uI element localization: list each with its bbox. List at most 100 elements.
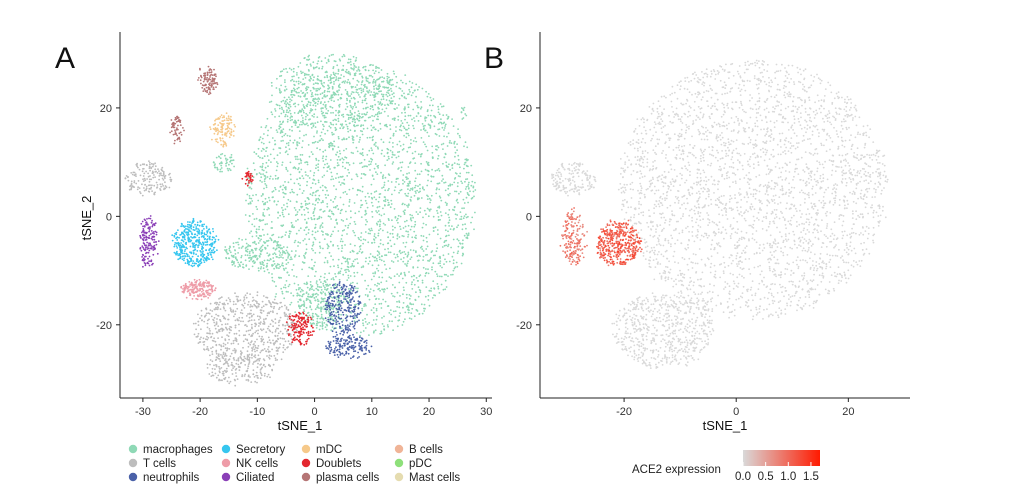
data-point <box>149 175 151 177</box>
data-point <box>465 232 468 235</box>
data-point <box>342 220 345 222</box>
data-point <box>205 314 207 317</box>
data-point <box>305 248 308 251</box>
data-point <box>329 159 332 161</box>
data-point <box>358 319 360 322</box>
data-point <box>177 229 179 232</box>
data-point <box>235 258 238 261</box>
data-point <box>260 141 263 144</box>
data-point <box>316 82 318 85</box>
data-point <box>213 164 216 167</box>
data-point <box>360 232 363 234</box>
data-point <box>261 165 264 168</box>
data-point <box>344 224 347 227</box>
data-point <box>243 296 246 299</box>
data-point <box>334 118 336 121</box>
data-point <box>367 192 369 195</box>
data-point <box>353 104 356 106</box>
data-point <box>330 81 333 84</box>
data-point <box>299 227 302 230</box>
data-point <box>364 195 367 198</box>
data-point <box>386 72 389 75</box>
data-point <box>455 218 457 220</box>
data-point <box>320 107 323 110</box>
data-point <box>325 300 328 303</box>
data-point <box>379 228 382 230</box>
data-point <box>362 330 365 332</box>
data-point <box>315 90 318 92</box>
data-point <box>337 176 340 179</box>
data-point <box>250 381 253 383</box>
data-point <box>357 114 360 117</box>
data-point <box>232 367 235 369</box>
data-point <box>393 189 396 192</box>
data-point <box>351 137 354 140</box>
data-point <box>367 69 370 72</box>
data-point <box>337 164 340 167</box>
data-point <box>196 221 199 224</box>
data-point <box>327 340 330 343</box>
data-point <box>243 355 246 358</box>
data-point <box>376 254 379 257</box>
data-point <box>285 267 287 270</box>
data-point <box>383 110 386 113</box>
data-point <box>333 60 336 62</box>
data-point <box>413 225 416 228</box>
data-point <box>382 243 385 246</box>
data-point <box>313 297 316 299</box>
data-point <box>339 272 341 275</box>
data-point <box>338 77 340 80</box>
data-point <box>235 303 237 305</box>
data-point <box>308 70 310 72</box>
data-point <box>271 319 273 322</box>
data-point <box>242 266 245 269</box>
data-point <box>274 116 276 118</box>
data-point <box>352 77 355 80</box>
data-point <box>332 308 334 310</box>
data-point <box>322 282 325 285</box>
data-point <box>288 254 291 256</box>
data-point <box>298 111 300 113</box>
data-point <box>437 146 440 149</box>
data-point <box>316 288 319 291</box>
data-point <box>325 345 327 347</box>
data-point <box>295 328 298 330</box>
data-point <box>312 122 314 125</box>
data-point <box>279 343 282 345</box>
data-point <box>426 245 429 248</box>
data-point <box>320 216 323 219</box>
data-point <box>232 300 235 303</box>
data-point <box>403 251 406 253</box>
data-point <box>255 153 258 155</box>
data-point <box>415 211 418 213</box>
data-point <box>336 159 339 161</box>
data-point <box>248 312 251 315</box>
data-point <box>298 91 300 94</box>
data-point <box>402 202 404 205</box>
data-point <box>426 198 429 201</box>
data-point <box>309 104 312 107</box>
data-point <box>373 143 376 146</box>
data-point <box>259 240 261 242</box>
data-point <box>467 193 469 196</box>
data-point <box>345 138 348 140</box>
data-point <box>332 123 335 126</box>
data-point <box>153 193 156 196</box>
data-point <box>426 207 429 210</box>
data-point <box>376 282 379 285</box>
data-point <box>323 95 326 98</box>
data-point <box>286 315 289 317</box>
data-point <box>305 233 308 236</box>
data-point <box>352 326 355 328</box>
data-point <box>270 221 273 223</box>
data-point <box>323 125 325 128</box>
data-point <box>340 74 343 76</box>
data-point <box>402 306 404 309</box>
data-point <box>372 64 374 67</box>
data-point <box>353 336 355 339</box>
data-point <box>283 269 286 271</box>
data-point <box>276 353 279 355</box>
data-point <box>379 220 382 223</box>
data-point <box>318 194 321 197</box>
data-point <box>353 300 355 303</box>
